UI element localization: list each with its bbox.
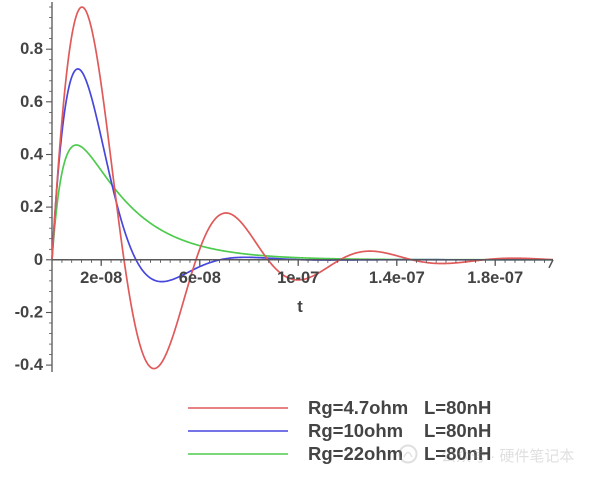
svg-text:-0.4: -0.4 bbox=[15, 356, 44, 374]
svg-text:0.8: 0.8 bbox=[20, 40, 43, 58]
svg-text:2e-08: 2e-08 bbox=[80, 269, 122, 287]
svg-text:1e-07: 1e-07 bbox=[277, 269, 319, 287]
svg-text:0.4: 0.4 bbox=[20, 146, 44, 164]
svg-text:1.4e-07: 1.4e-07 bbox=[369, 269, 425, 287]
svg-text:L=80nH: L=80nH bbox=[424, 420, 491, 441]
svg-text:t: t bbox=[297, 298, 303, 316]
svg-text:Rg=4.7ohm: Rg=4.7ohm bbox=[308, 397, 408, 418]
svg-text:0: 0 bbox=[34, 251, 43, 269]
svg-text:-0.2: -0.2 bbox=[15, 304, 43, 322]
svg-text:L=80nH: L=80nH bbox=[424, 397, 491, 418]
svg-text:6e-08: 6e-08 bbox=[179, 269, 221, 287]
svg-text:0.2: 0.2 bbox=[20, 198, 43, 216]
svg-text:Rg=22ohm: Rg=22ohm bbox=[308, 443, 403, 464]
svg-text:0.6: 0.6 bbox=[20, 93, 43, 111]
svg-text:1.8e-07: 1.8e-07 bbox=[467, 269, 523, 287]
svg-text:公众号 · 硬件笔记本: 公众号 · 硬件笔记本 bbox=[441, 448, 574, 465]
svg-text:Rg=10ohm: Rg=10ohm bbox=[308, 420, 403, 441]
